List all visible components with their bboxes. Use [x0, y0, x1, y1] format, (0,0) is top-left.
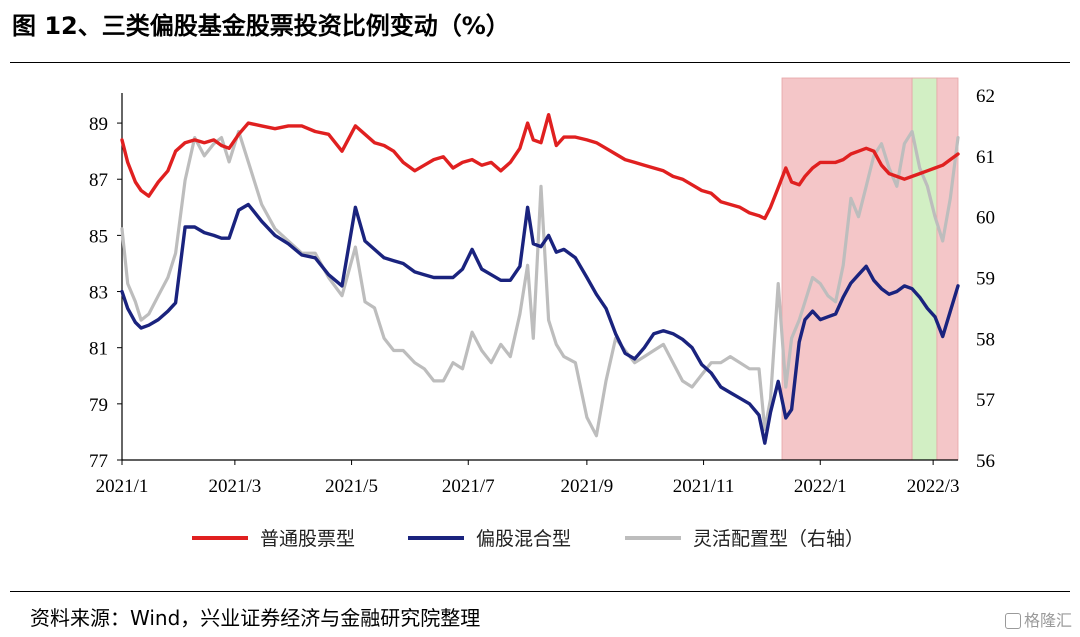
- figure-title: 图 12、三类偏股基金股票投资比例变动（%）: [12, 12, 510, 40]
- y-left-tick-label: 87: [89, 170, 108, 191]
- x-tick-label: 2022/1: [794, 476, 847, 497]
- shaded-period-0: [781, 77, 913, 461]
- chart-legend: 普通股票型 偏股混合型 灵活配置型（右轴）: [192, 528, 864, 550]
- series-line-1: [120, 202, 960, 445]
- shaded-period-1: [911, 77, 938, 461]
- y-right-tick-label: 62: [976, 86, 995, 107]
- y-left-tick-label: 89: [89, 114, 108, 135]
- x-tick-label: 2022/3: [907, 476, 960, 497]
- source-note: 资料来源：Wind，兴业证券经济与金融研究院整理: [30, 606, 481, 630]
- x-tick-label: 2021/11: [673, 476, 735, 497]
- legend-label-0: 普通股票型: [260, 528, 355, 550]
- watermark-text: 格隆汇: [1023, 611, 1072, 630]
- y-right-tick-label: 60: [976, 208, 995, 229]
- line-chart: 77 79 81 83 85 87 89 56 57 58 59 60 61 62 2021/1 2021/3…: [89, 77, 995, 550]
- y-left-tick-label: 81: [89, 339, 108, 360]
- y-left-tick-label: 83: [89, 283, 108, 304]
- x-tick-label: 2021/7: [442, 476, 495, 497]
- series-line-0: [120, 112, 960, 221]
- shaded-period-2: [936, 77, 959, 461]
- x-tick-label: 2021/5: [325, 476, 378, 497]
- y-right-tick-label: 56: [976, 451, 995, 472]
- y-left-tick-label: 77: [89, 451, 108, 472]
- watermark-logo-icon: [1004, 613, 1021, 629]
- shaded-periods: [781, 77, 959, 461]
- series-line-2: [120, 129, 960, 438]
- y-right-tick-label: 61: [976, 147, 995, 168]
- x-tick-label: 2021/1: [96, 476, 149, 497]
- y-left-tick-label: 79: [89, 395, 108, 416]
- y-right-tick-label: 59: [976, 269, 995, 290]
- legend-label-1: 偏股混合型: [476, 528, 571, 550]
- y-left-tick-label: 85: [89, 226, 108, 247]
- y-right-tick-label: 58: [976, 329, 995, 350]
- legend-label-2: 灵活配置型（右轴）: [693, 528, 864, 550]
- watermark: 格隆汇: [1004, 607, 1072, 631]
- bottom-rule: [10, 591, 1070, 592]
- x-tick-label: 2021/3: [208, 476, 261, 497]
- x-tick-label: 2021/9: [560, 476, 613, 497]
- top-rule: [10, 62, 1070, 63]
- series-lines: [120, 112, 960, 445]
- y-right-tick-label: 57: [976, 390, 995, 411]
- chart-axes: 77 79 81 83 85 87 89 56 57 58 59 60 61 62 2021/1 2021/3…: [89, 86, 995, 497]
